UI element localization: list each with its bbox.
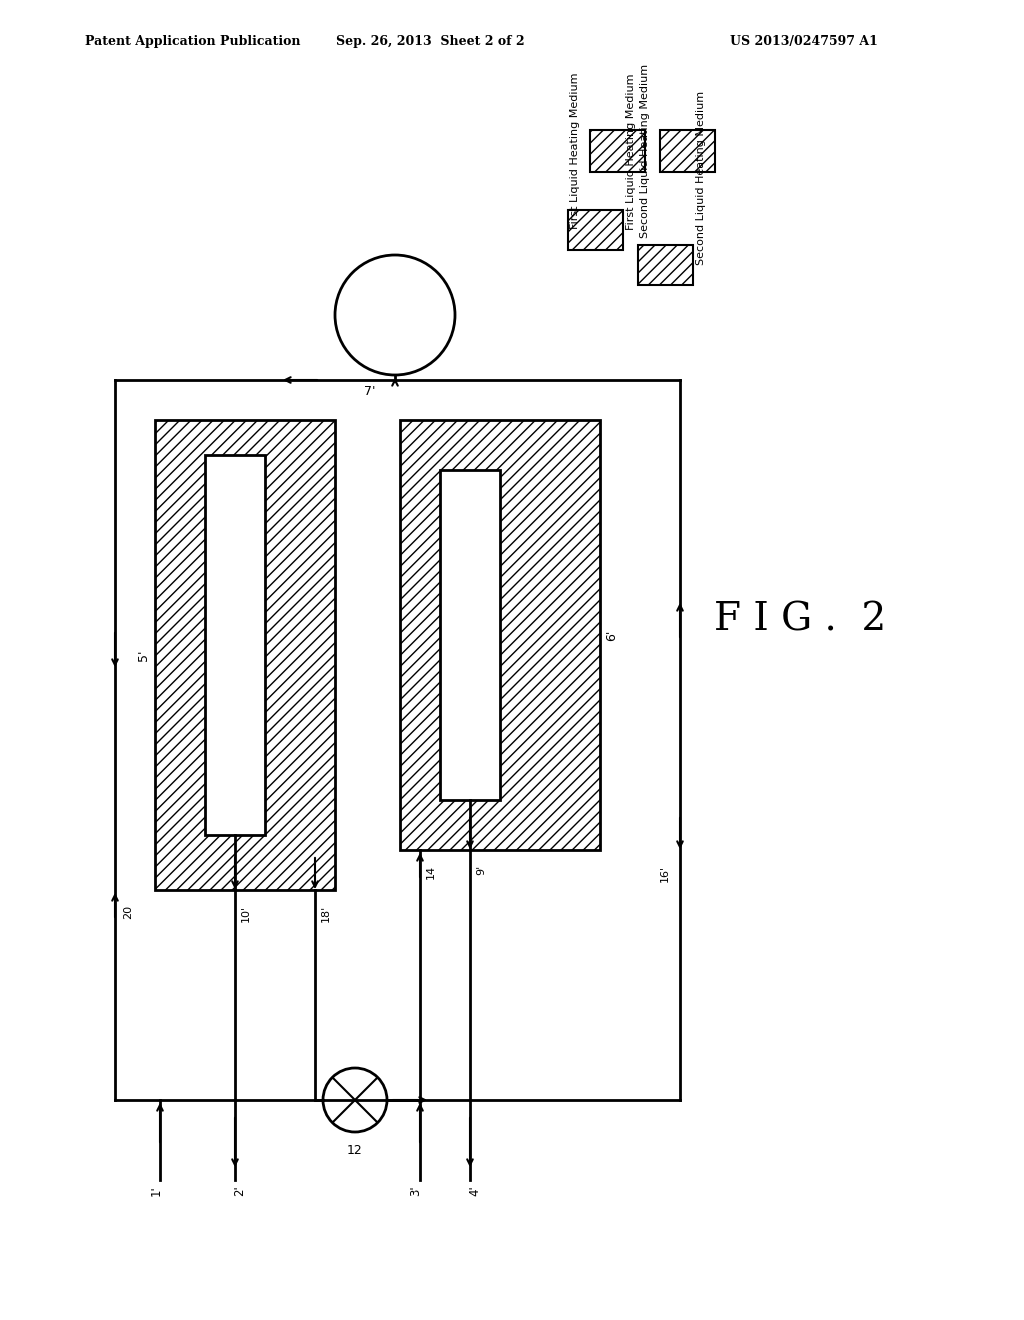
Text: First Liquid Heating Medium: First Liquid Heating Medium: [570, 73, 580, 230]
Text: 16': 16': [660, 865, 670, 882]
Bar: [568, 210, 623, 249]
Text: 10': 10': [241, 906, 251, 923]
Text: 2': 2': [233, 1185, 247, 1196]
Text: US 2013/0247597 A1: US 2013/0247597 A1: [730, 36, 878, 49]
Bar: [638, 246, 693, 285]
Text: Patent Application Publication: Patent Application Publication: [85, 36, 300, 49]
Text: Second Liquid Heating Medium: Second Liquid Heating Medium: [640, 63, 650, 238]
Bar: [400, 420, 600, 850]
Bar: [440, 470, 500, 800]
Text: First Liquid Heating Medium: First Liquid Heating Medium: [626, 74, 636, 230]
Text: 14: 14: [426, 865, 436, 879]
Text: Sep. 26, 2013  Sheet 2 of 2: Sep. 26, 2013 Sheet 2 of 2: [336, 36, 524, 49]
Text: 20: 20: [123, 906, 133, 919]
Bar: [660, 129, 715, 172]
Text: 9': 9': [476, 865, 486, 875]
Text: 6': 6': [605, 630, 618, 640]
Text: Second Liquid Heating Medium: Second Liquid Heating Medium: [696, 91, 706, 265]
Text: 1': 1': [150, 1185, 163, 1196]
Text: 5': 5': [136, 649, 150, 661]
Text: 4': 4': [469, 1185, 481, 1196]
Text: 7': 7': [365, 385, 376, 399]
Text: 12: 12: [347, 1144, 362, 1158]
Bar: [590, 129, 645, 172]
Bar: [205, 455, 265, 836]
Bar: [155, 420, 335, 890]
Text: F I G .  2: F I G . 2: [714, 602, 886, 639]
Text: 18': 18': [321, 906, 331, 923]
Text: 3': 3': [410, 1185, 423, 1196]
